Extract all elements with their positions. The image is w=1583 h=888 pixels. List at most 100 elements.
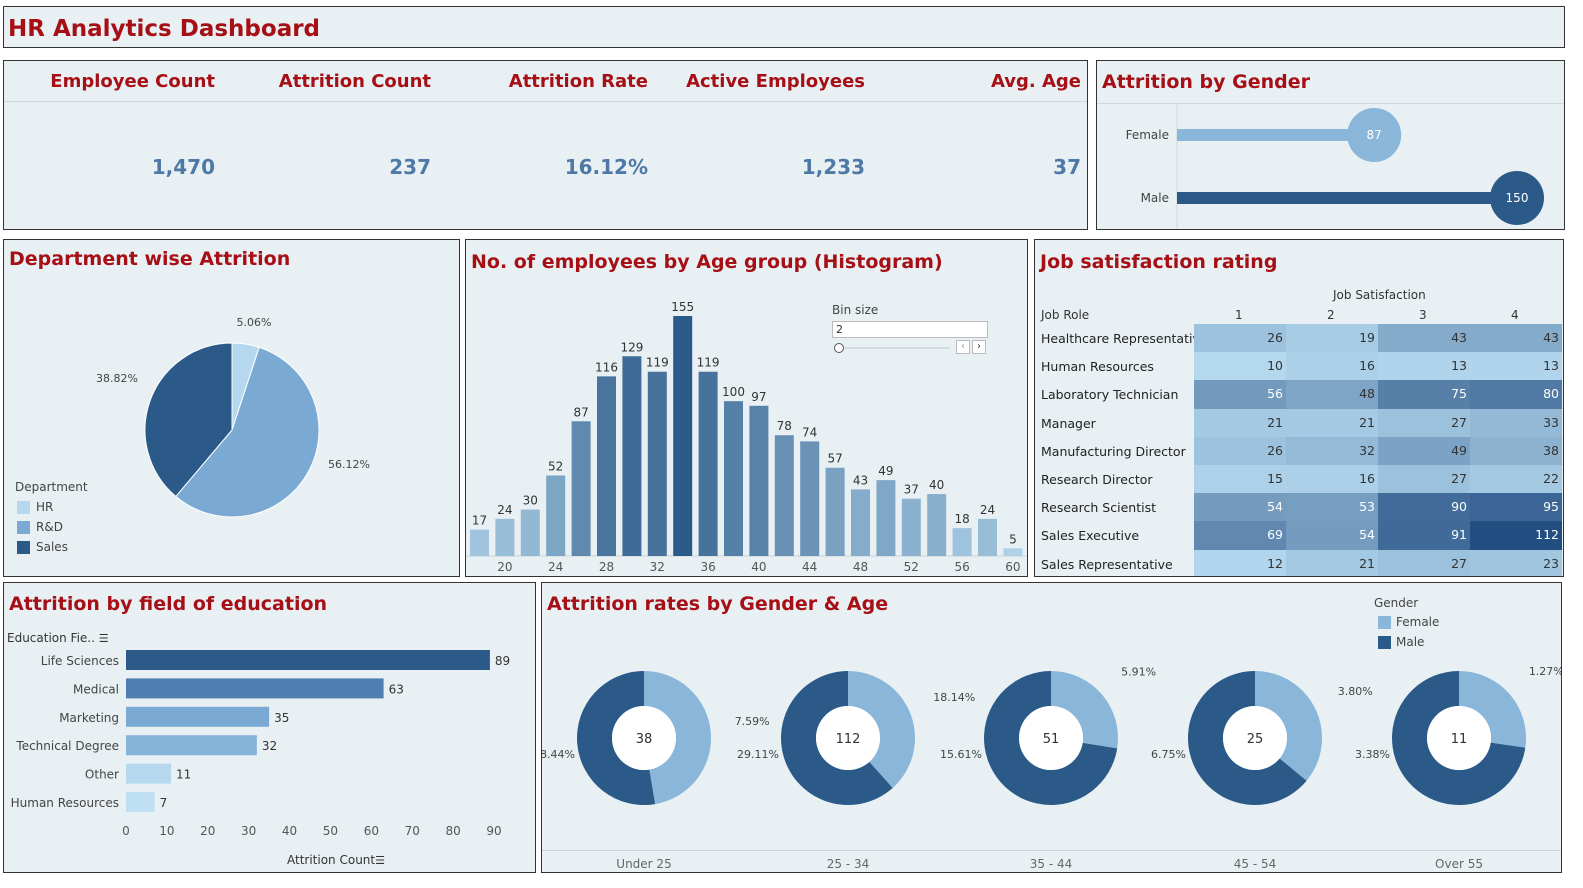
satisfaction-cell: 12 bbox=[1194, 549, 1286, 576]
gender-age-panel: Attrition rates by Gender & Age Gender F… bbox=[541, 582, 1562, 873]
education-xlabel-text: Attrition Count bbox=[287, 853, 376, 867]
donut-hole bbox=[612, 706, 676, 770]
histogram-bar-label: 24 bbox=[497, 503, 512, 517]
satisfaction-cell: 22 bbox=[1470, 465, 1562, 494]
education-bar bbox=[126, 792, 155, 812]
gender-age-donut-charts: 38 7.59% 8.44% Under 25 112 18.14% 29.11% 25 - … bbox=[542, 665, 1561, 871]
education-bar bbox=[126, 735, 257, 756]
satisfaction-cell: 112 bbox=[1470, 521, 1562, 550]
satisfaction-cell: 48 bbox=[1286, 380, 1378, 409]
donut-female-label: 3.80% bbox=[1338, 685, 1373, 698]
histogram-bar bbox=[825, 467, 845, 556]
histogram-bar-label: 116 bbox=[595, 360, 618, 374]
histogram-tick-label: 44 bbox=[802, 560, 817, 574]
donut-male-segment bbox=[577, 671, 656, 805]
histogram-tick-label: 32 bbox=[650, 560, 665, 574]
education-bar-label: 63 bbox=[389, 682, 404, 696]
satisfaction-row-header: Job Role bbox=[1041, 308, 1090, 322]
kpi-attrition-count-value: 237 bbox=[389, 155, 431, 179]
satisfaction-cell: 16 bbox=[1286, 465, 1378, 494]
legend-swatch-rd bbox=[17, 521, 30, 534]
education-xlabel: Attrition Count☰ bbox=[287, 853, 385, 867]
education-axis-header-text: Education Fie.. bbox=[7, 631, 95, 645]
histogram-bar-label: 87 bbox=[573, 405, 588, 419]
histogram-bar-label: 155 bbox=[671, 300, 694, 314]
department-legend-title: Department bbox=[15, 480, 88, 494]
education-bar-label: 32 bbox=[262, 739, 277, 753]
satisfaction-column-header: 4 bbox=[1511, 308, 1519, 322]
education-bar bbox=[126, 650, 490, 670]
donut-total-label: 25 bbox=[1247, 732, 1264, 747]
education-title: Attrition by field of education bbox=[9, 593, 328, 615]
kpi-avg-age-value: 37 bbox=[1053, 155, 1081, 179]
legend-swatch-female bbox=[1378, 616, 1391, 629]
satisfaction-cell: 13 bbox=[1378, 352, 1470, 381]
histogram-bar-label: 17 bbox=[472, 514, 487, 528]
satisfaction-cell: 33 bbox=[1470, 408, 1562, 437]
donut-male-segment bbox=[1188, 671, 1307, 805]
satisfaction-panel: Job satisfaction rating Job Satisfaction… bbox=[1034, 239, 1564, 577]
education-category-label: Technical Degree bbox=[15, 739, 119, 753]
donut-male-segment bbox=[1392, 671, 1526, 805]
histogram-bar bbox=[546, 475, 566, 556]
department-panel: Department wise Attrition 5.06% 56.12% 38.… bbox=[3, 239, 460, 577]
education-bar-label: 7 bbox=[160, 796, 168, 810]
histogram-bar bbox=[520, 509, 540, 556]
donut-female-segment bbox=[1051, 671, 1118, 749]
satisfaction-column-header: 2 bbox=[1327, 308, 1335, 322]
satisfaction-cell: 90 bbox=[1378, 493, 1470, 522]
donut-male-segment bbox=[984, 671, 1118, 805]
histogram-bar-label: 74 bbox=[802, 425, 817, 439]
histogram-bar bbox=[673, 316, 693, 556]
satisfaction-column-group: Job Satisfaction bbox=[1333, 288, 1426, 302]
satisfaction-cell: 13 bbox=[1470, 352, 1562, 381]
histogram-bar-label: 49 bbox=[878, 464, 893, 478]
department-pie-slice bbox=[144, 342, 233, 498]
histogram-bar bbox=[597, 376, 616, 556]
gender-category-label: Female bbox=[1126, 128, 1169, 142]
bin-size-decrease-button[interactable]: ‹ bbox=[956, 340, 970, 354]
satisfaction-cell: 26 bbox=[1194, 324, 1286, 353]
histogram-bar bbox=[952, 528, 972, 556]
gender-dot bbox=[1490, 171, 1544, 225]
kpi-panel: Employee Count Attrition Count Attrition… bbox=[3, 60, 1088, 230]
satisfaction-cell: 21 bbox=[1286, 549, 1378, 576]
sort-icon[interactable]: ☰ bbox=[375, 854, 385, 867]
satisfaction-cell: 43 bbox=[1378, 324, 1470, 353]
satisfaction-cell: 54 bbox=[1286, 521, 1378, 550]
bin-size-input[interactable] bbox=[832, 321, 988, 338]
histogram-tick-label: 52 bbox=[904, 560, 919, 574]
satisfaction-cell: 75 bbox=[1378, 380, 1470, 409]
histogram-bar bbox=[774, 435, 794, 556]
education-category-label: Human Resources bbox=[11, 796, 119, 810]
gender-dot bbox=[1347, 108, 1402, 162]
legend-swatch-male bbox=[1378, 636, 1391, 649]
legend-label-female: Female bbox=[1396, 615, 1440, 629]
bin-size-slider-handle[interactable] bbox=[834, 343, 844, 353]
satisfaction-cell: 27 bbox=[1378, 408, 1470, 437]
education-tick-label: 0 bbox=[122, 824, 130, 838]
gender-age-axis-line bbox=[542, 850, 1561, 851]
education-tick-label: 80 bbox=[445, 824, 460, 838]
kpi-active-employees-label: Active Employees bbox=[686, 71, 865, 92]
histogram-bar-label: 5 bbox=[1009, 532, 1017, 546]
satisfaction-cell: 91 bbox=[1378, 521, 1470, 550]
donut-chart: 38 7.59% 8.44% bbox=[542, 671, 770, 805]
bin-size-increase-button[interactable]: › bbox=[972, 340, 986, 354]
donut-male-label: 6.75% bbox=[1151, 748, 1186, 761]
sort-icon[interactable]: ☰ bbox=[98, 632, 109, 645]
gender-divider bbox=[1097, 103, 1564, 104]
education-bar-label: 11 bbox=[176, 768, 191, 782]
education-category-label: Medical bbox=[73, 682, 119, 696]
satisfaction-cell: 19 bbox=[1286, 324, 1378, 353]
donut-female-label: 7.59% bbox=[735, 715, 770, 728]
donut-hole bbox=[1019, 706, 1083, 770]
histogram-bar bbox=[495, 518, 515, 556]
education-tick-label: 90 bbox=[486, 824, 501, 838]
histogram-tick-label: 28 bbox=[599, 560, 614, 574]
satisfaction-cell: 27 bbox=[1378, 465, 1470, 494]
satisfaction-row-label: Research Director bbox=[1041, 472, 1153, 487]
education-tick-label: 50 bbox=[323, 824, 338, 838]
satisfaction-cell: 38 bbox=[1470, 436, 1562, 465]
